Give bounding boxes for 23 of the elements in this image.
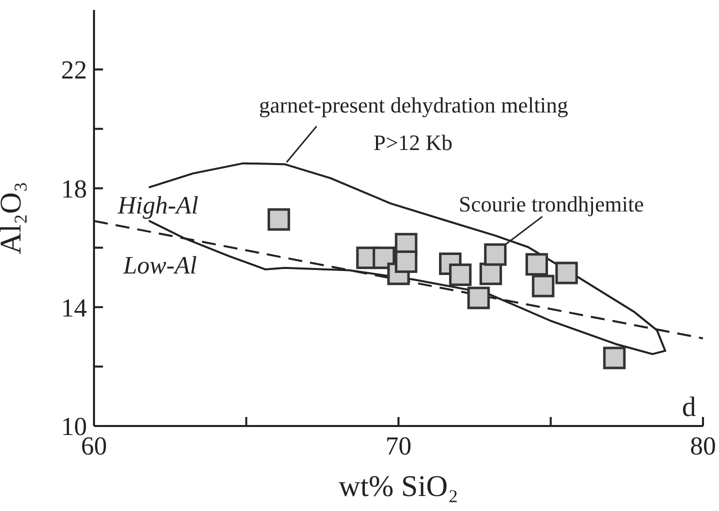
annotation: d	[682, 392, 696, 423]
x-axis-title: wt% SiO₂	[338, 470, 458, 503]
annotation: Low-Al	[123, 252, 197, 280]
annotation: High-Al	[118, 192, 198, 220]
y-tick-label: 14	[61, 293, 87, 322]
annotation: garnet-present dehydration melting	[259, 92, 568, 118]
point	[555, 262, 578, 284]
annotation: Scourie trondhjemite	[458, 192, 644, 217]
point	[268, 208, 290, 231]
point	[532, 274, 554, 298]
x-tick-label: 70	[386, 431, 412, 460]
x-tick-label: 80	[690, 431, 716, 460]
point	[484, 243, 507, 266]
y-tick-label: 22	[61, 56, 87, 85]
point	[467, 286, 490, 310]
point	[394, 250, 418, 273]
y-axis-title: Al₂O₃	[0, 182, 28, 254]
point	[603, 346, 626, 370]
point	[449, 264, 472, 286]
point	[372, 246, 396, 270]
point	[525, 253, 548, 276]
y-tick-label: 18	[61, 174, 87, 204]
annotation: P>12 Kb	[373, 130, 453, 155]
